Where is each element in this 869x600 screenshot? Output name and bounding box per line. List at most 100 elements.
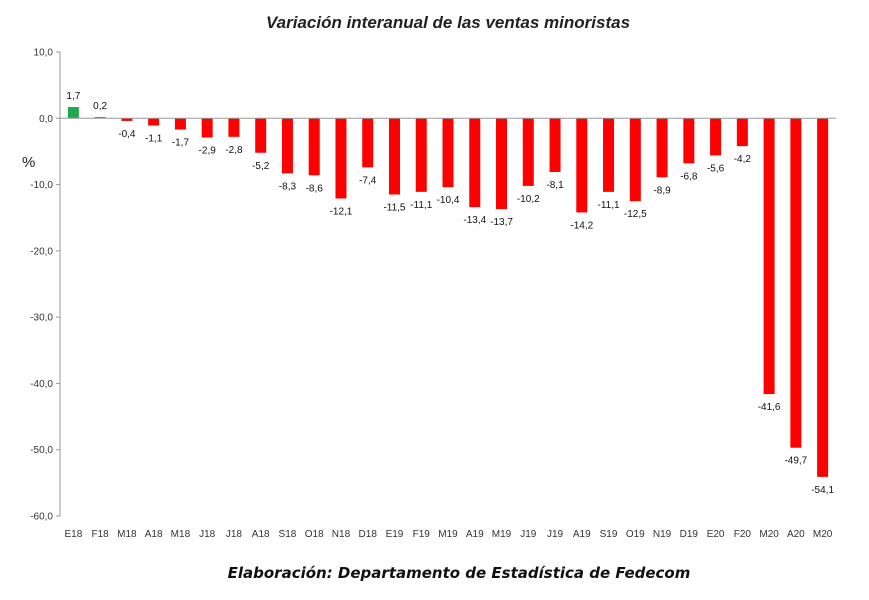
x-tick-label: N19 <box>653 529 672 540</box>
bar <box>469 118 481 208</box>
x-tick-label: M18 <box>171 529 191 540</box>
x-tick-label: D19 <box>680 529 699 540</box>
y-tick-label: 10,0 <box>34 48 54 59</box>
data-label: -14,2 <box>570 220 593 231</box>
bar <box>388 118 400 195</box>
y-axis-label: % <box>22 154 35 171</box>
x-tick-label: A20 <box>787 529 805 540</box>
data-label: -6,8 <box>680 171 698 182</box>
bar <box>174 118 186 130</box>
y-tick-label: -40,0 <box>30 379 53 390</box>
bar <box>362 118 374 168</box>
data-label: -8,6 <box>306 183 324 194</box>
data-label: -41,6 <box>758 402 781 413</box>
x-tick-label: E20 <box>707 529 725 540</box>
y-ticks: 10,0 0,0 -10,0 -20,0 -30,0 -40,0 -50,0 -60,0 <box>30 48 60 523</box>
data-label: -10,2 <box>517 194 540 205</box>
bar <box>496 118 508 210</box>
bar <box>308 118 320 176</box>
x-tick-label: A19 <box>466 529 484 540</box>
data-label: -0,4 <box>118 129 136 140</box>
x-tick-label: S19 <box>600 529 618 540</box>
data-label: -1,1 <box>145 134 163 145</box>
bar <box>335 118 347 199</box>
x-tick-label: M20 <box>813 529 833 540</box>
y-tick-label: -60,0 <box>30 512 53 523</box>
x-tick-label: O19 <box>626 529 645 540</box>
x-tick-label: F18 <box>92 529 110 540</box>
data-label: -13,4 <box>463 215 486 226</box>
data-label: -4,2 <box>734 154 752 165</box>
data-label: -11,1 <box>598 200 620 211</box>
bar <box>121 118 133 121</box>
bar <box>94 116 106 119</box>
data-label: -2,8 <box>225 145 243 156</box>
bar <box>281 118 293 174</box>
bar <box>817 118 829 477</box>
x-tick-label: M19 <box>492 529 512 540</box>
bar <box>790 118 802 448</box>
y-tick-label: -10,0 <box>30 180 53 191</box>
x-tick-label: E19 <box>386 529 404 540</box>
data-label: 1,7 <box>66 91 80 102</box>
data-label: -1,7 <box>172 138 190 149</box>
bar <box>683 118 695 164</box>
bar <box>736 118 748 147</box>
y-tick-label: -30,0 <box>30 313 53 324</box>
data-label: -8,1 <box>546 180 564 191</box>
data-label: -11,5 <box>383 203 405 214</box>
data-label: -5,2 <box>252 161 270 172</box>
data-label: -2,9 <box>199 146 217 157</box>
x-tick-label: O18 <box>305 529 324 540</box>
x-tick-label: A18 <box>252 529 270 540</box>
x-tick-label: E18 <box>64 529 82 540</box>
bar <box>576 118 588 213</box>
x-tick-label: F19 <box>413 529 431 540</box>
x-tick-label: J19 <box>547 529 564 540</box>
bar <box>201 118 213 138</box>
chart-title: Variación interanual de las ventas minor… <box>266 13 630 32</box>
bar <box>522 118 534 186</box>
bar <box>603 118 615 192</box>
data-label: -13,7 <box>490 217 513 228</box>
data-label: -5,6 <box>707 163 725 174</box>
bar <box>629 118 641 202</box>
data-labels: 1,7 0,2 -0,4 -1,1 -1,7 -2,9 -2,8 -5,2 -8,3 -8,6 -1… <box>66 91 834 496</box>
x-tick-label: J18 <box>226 529 243 540</box>
bar <box>549 118 561 172</box>
data-label: -54,1 <box>811 485 834 496</box>
x-tick-label: M20 <box>759 529 779 540</box>
x-tick-label: A19 <box>573 529 591 540</box>
bar <box>442 118 454 188</box>
bars <box>67 107 829 477</box>
bar <box>415 118 427 192</box>
data-label: -12,5 <box>624 209 647 220</box>
data-label: -12,1 <box>330 206 353 217</box>
data-label: -10,4 <box>437 195 460 206</box>
data-label: -8,9 <box>653 185 671 196</box>
data-label: -7,4 <box>359 175 377 186</box>
x-tick-label: S18 <box>279 529 297 540</box>
footer-source: Elaboración: Departamento de Estadística… <box>228 564 691 582</box>
bar <box>228 118 240 137</box>
x-tick-label: A18 <box>145 529 163 540</box>
data-label: 0,2 <box>93 101 107 112</box>
x-tick-label: M18 <box>117 529 137 540</box>
x-ticks: E18 F18 M18 A18 M18 J18 J18 A18 S18 O18 N18 D18 E19 F… <box>64 529 832 540</box>
bar <box>67 107 79 119</box>
y-tick-label: -50,0 <box>30 445 53 456</box>
bar <box>148 118 160 126</box>
x-tick-label: D18 <box>359 529 378 540</box>
bar <box>656 118 668 178</box>
bar <box>763 118 775 395</box>
x-tick-label: N18 <box>332 529 351 540</box>
data-label: -11,1 <box>410 200 432 211</box>
data-label: -49,7 <box>784 456 807 467</box>
x-tick-label: F20 <box>734 529 752 540</box>
data-label: -8,3 <box>279 181 297 192</box>
y-tick-label: -20,0 <box>30 246 53 257</box>
x-tick-label: J18 <box>199 529 216 540</box>
y-tick-label: 0,0 <box>39 114 53 125</box>
